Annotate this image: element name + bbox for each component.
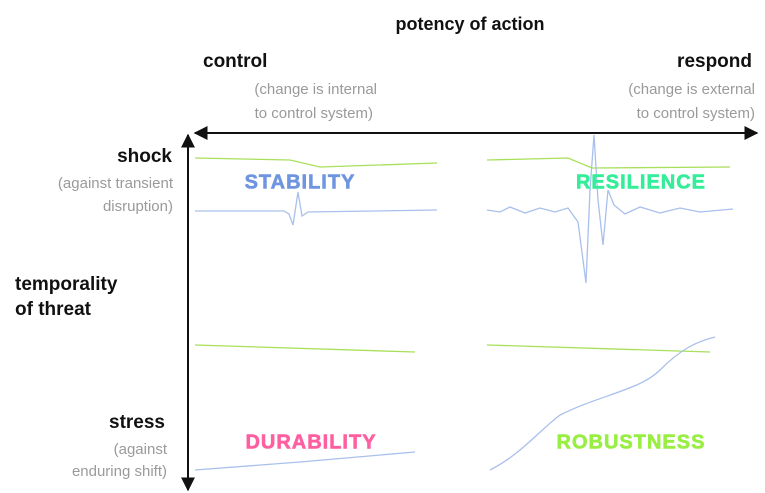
y-label: temporality bbox=[15, 274, 118, 295]
y-bottom-label: stress bbox=[109, 412, 165, 433]
y-label: of threat bbox=[15, 299, 92, 320]
x-right-note: to control system) bbox=[637, 105, 755, 122]
quadrant-label: ROBUSTNESS bbox=[557, 431, 706, 453]
trace bbox=[195, 191, 438, 226]
x-right-note: (change is external bbox=[628, 81, 755, 98]
trace bbox=[194, 344, 416, 353]
x-right-label: respond bbox=[677, 51, 752, 72]
quadrant-label: RESILIENCE bbox=[576, 171, 706, 193]
trace bbox=[486, 344, 711, 353]
y-top-label: shock bbox=[117, 146, 172, 167]
quadrant-label: STABILITY bbox=[245, 171, 356, 193]
x-left-note: (change is internal bbox=[254, 81, 377, 98]
title: potency of action bbox=[395, 14, 544, 34]
trace bbox=[194, 157, 438, 168]
quadrant-label: DURABILITY bbox=[245, 431, 376, 453]
y-bottom-note: (against bbox=[114, 441, 168, 458]
trace bbox=[194, 451, 416, 471]
y-top-note: disruption) bbox=[103, 198, 173, 215]
trace bbox=[489, 336, 716, 471]
x-left-note: to control system) bbox=[255, 105, 373, 122]
trace bbox=[486, 157, 731, 169]
y-top-note: (against transient bbox=[58, 175, 174, 192]
trace bbox=[486, 134, 734, 284]
x-left-label: control bbox=[203, 51, 267, 72]
y-bottom-note: enduring shift) bbox=[72, 463, 167, 480]
